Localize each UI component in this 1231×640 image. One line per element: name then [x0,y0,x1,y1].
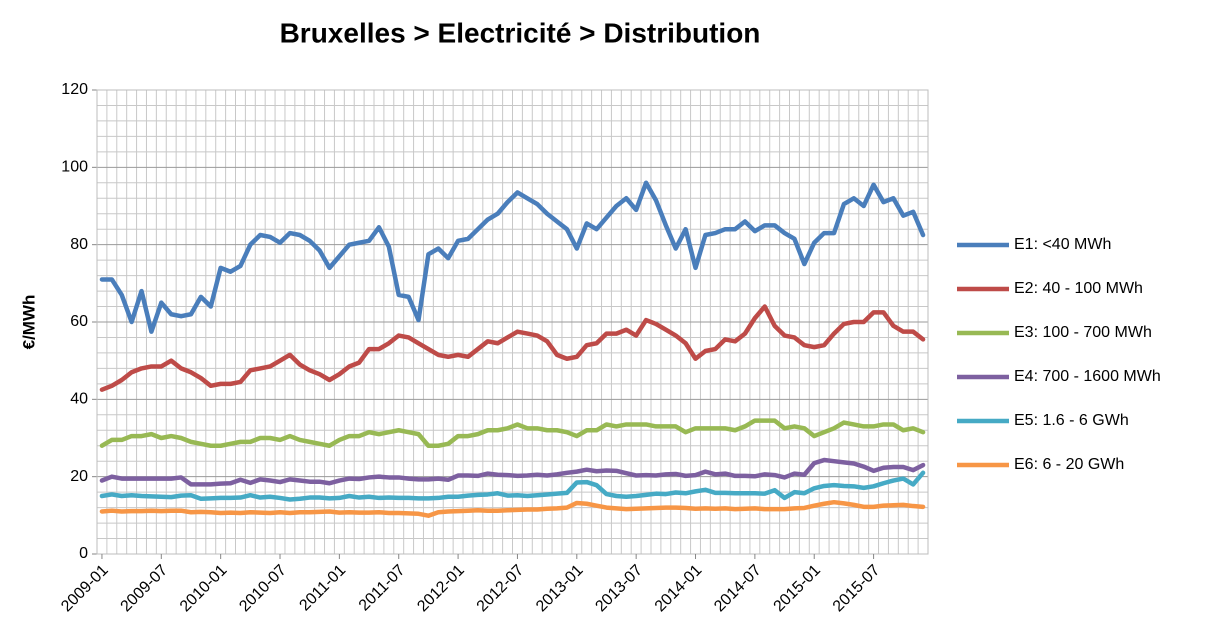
x-tick-label: 2009-07 [118,562,172,616]
x-tick-label: 2013-07 [592,562,646,616]
series-line [99,304,926,392]
legend-label: E5: 1.6 - 6 GWh [1014,412,1129,429]
y-tick-label: 40 [70,391,88,408]
series-line [99,457,926,487]
legend-label: E4: 700 - 1600 MWh [1014,368,1161,385]
y-tick-label: 60 [70,313,88,330]
y-tick-label: 120 [61,81,88,98]
legend-label: E2: 40 - 100 MWh [1014,280,1143,297]
y-tick-label: 20 [70,468,88,485]
legend-label: E3: 100 - 700 MWh [1014,324,1152,341]
series-line [99,180,926,334]
series-line [99,418,926,448]
x-tick-label: 2012-07 [474,562,528,616]
legend-label: E6: 6 - 20 GWh [1014,456,1124,473]
x-tick-label: 2012-01 [414,562,468,616]
x-tick-label: 2010-01 [177,562,231,616]
x-tick-label: 2010-07 [236,562,290,616]
chart-title: Bruxelles > Electricité > Distribution [280,17,761,48]
x-tick-label: 2009-01 [58,562,112,616]
y-tick-label: 80 [70,236,88,253]
series-line [99,470,926,502]
y-axis-label: €/MWh [19,295,38,350]
x-tick-label: 2011-01 [296,562,349,615]
x-tick-label: 2015-07 [830,562,884,616]
x-tick-label: 2013-01 [533,562,587,616]
x-tick-label: 2014-01 [652,562,706,616]
x-tick-label: 2015-01 [771,562,825,616]
plot-border [96,89,929,555]
x-tick-label: 2011-07 [356,562,409,615]
y-tick-label: 100 [61,159,88,176]
x-tick-label: 2014-07 [711,562,765,616]
y-tick-label: 0 [79,545,88,562]
legend-label: E1: <40 MWh [1014,236,1111,253]
series-line [99,499,926,518]
